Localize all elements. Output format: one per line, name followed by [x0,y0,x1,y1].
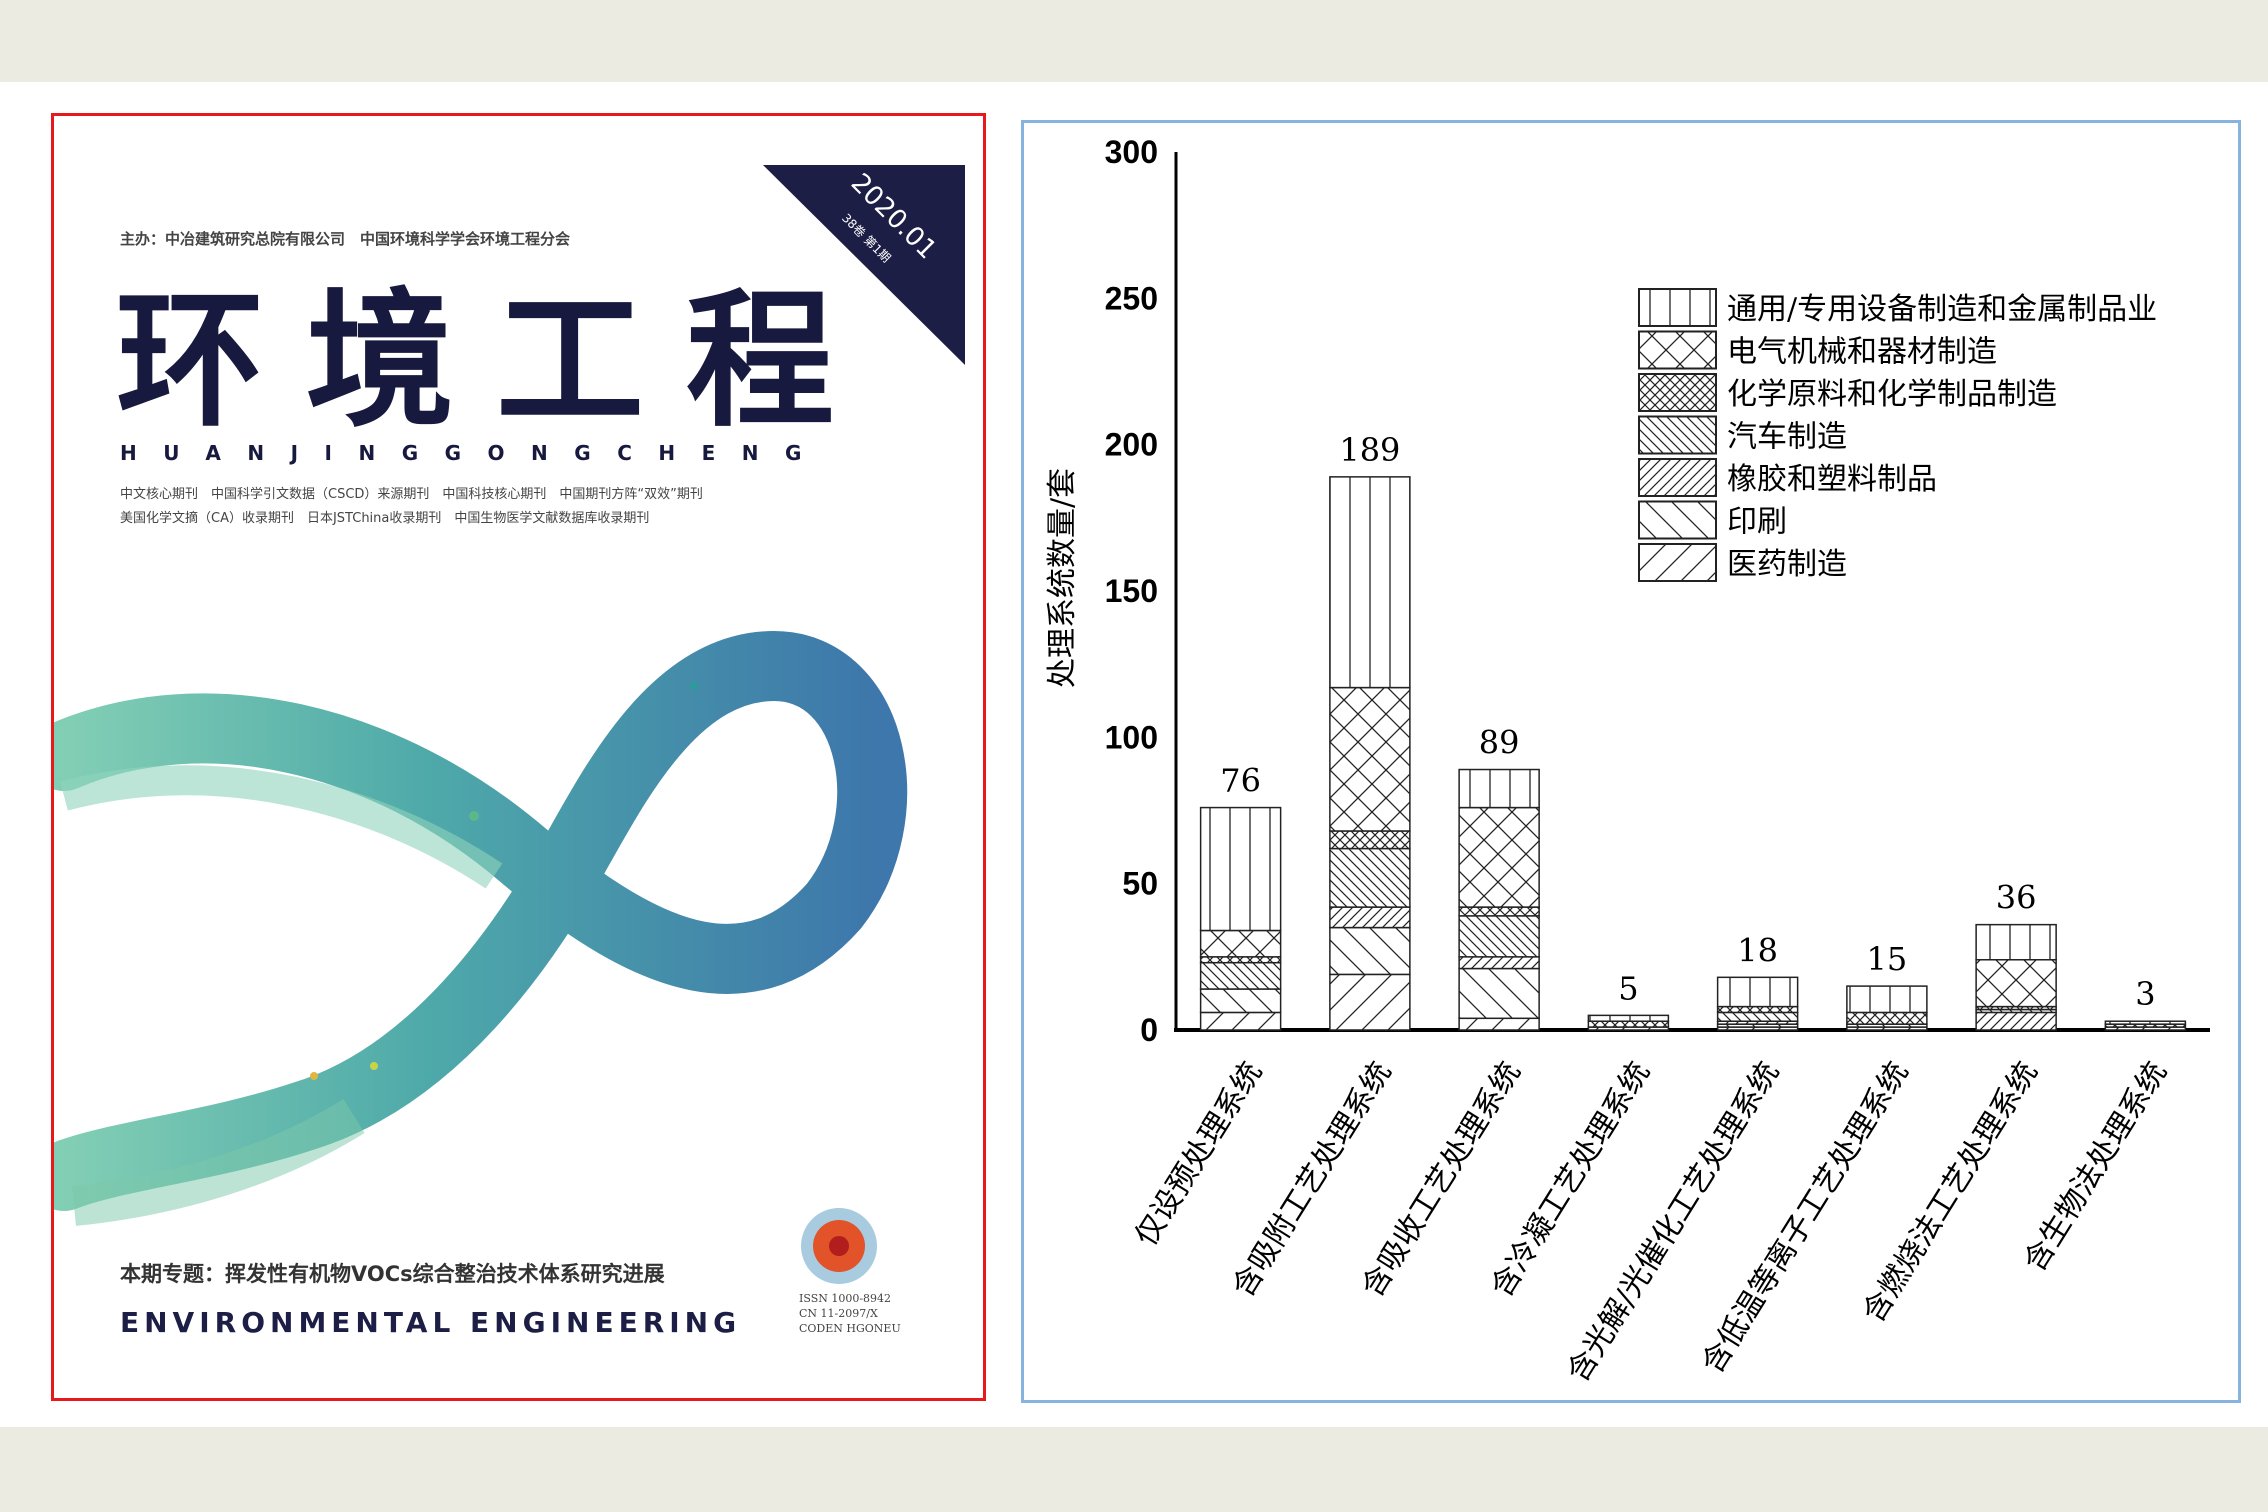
bar-segment [1458,906,1540,917]
legend-label: 印刷 [1727,505,1787,540]
legend-swatch [1638,288,1717,327]
bar-segment [1329,476,1411,689]
legend-label: 化学原料和化学制品制造 [1727,377,2057,412]
legend-swatch [1638,458,1717,497]
cover-title: 环境工程 [116,275,876,447]
cn-number: CN 11-2097/X [799,1307,878,1320]
bar-segment [1846,1011,1928,1025]
bar-segment [1458,967,1540,1020]
bar-segment [1329,686,1411,832]
bar-total-label: 18 [1737,931,1778,969]
bar-segment [1199,929,1282,958]
x-tick-label: 含光解/光催化工艺处理系统 [1561,1056,1787,1388]
x-tick-label: 仅设预处理系统 [1128,1056,1269,1253]
bar-segment [1716,976,1799,1008]
bar-segment [1975,923,2057,961]
bar-segment [1458,768,1540,809]
legend-swatch [1638,500,1717,540]
y-tick-label: 300 [1105,134,1158,170]
legend-label: 通用/专用设备制造和金属制品业 [1727,292,2157,327]
bottom-band [0,1427,2268,1512]
legend-label: 汽车制造 [1727,420,1847,455]
legend-swatch [1638,373,1717,412]
bar-segment [1716,1005,1799,1014]
y-tick-label: 0 [1140,1012,1158,1048]
y-tick-label: 100 [1105,719,1158,755]
chart-panel [1021,120,2241,1403]
legend-swatch [1638,415,1717,455]
bar-segment [1199,806,1282,932]
bar-segment [1329,973,1411,1031]
cover-sponsor: 主办：中冶建筑研究总院有限公司 中国环境科学学会环境工程分会 [120,230,571,248]
bar-total-label: 15 [1867,940,1908,978]
legend-swatch [1638,330,1717,370]
legend-swatch [1638,543,1717,582]
bar-total-label: 36 [1996,879,2037,917]
bar-segment [1975,959,2057,1008]
bar-total-label: 76 [1220,762,1261,800]
bar-segment [1329,830,1411,850]
bar-segment [1458,1017,1540,1031]
bar-segment [1329,906,1411,929]
bar-segment [1716,1011,1799,1022]
issn: ISSN 1000-8942 [799,1292,892,1305]
bar-segment [1199,961,1282,990]
bar-segment [1587,1014,1670,1022]
bar-segment [1458,806,1540,908]
y-tick-label: 250 [1105,280,1158,316]
bar-total-label: 89 [1479,724,1520,762]
coden: CODEN HGONEU [799,1322,901,1335]
bar-segment [1329,847,1411,908]
bar-segment [1329,926,1411,976]
index-line-2: 美国化学文摘（CA）收录期刊 日本JSTChina收录期刊 中国生物医学文献数据… [120,511,650,526]
bar-total-label: 189 [1339,431,1400,469]
bar-total-label: 5 [1618,969,1638,1007]
bar-segment [1587,1020,1670,1028]
bar-segment [1458,915,1540,958]
bar-segment [1199,956,1282,964]
y-tick-label: 200 [1105,427,1158,463]
legend-label: 医药制造 [1727,547,1847,582]
issn-block: ISSN 1000-8942 CN 11-2097/X CODEN HGONEU [799,1291,901,1336]
bar-segment [2104,1020,2187,1025]
bar-segment [1846,985,1928,1014]
legend-label: 橡胶和塑料制品 [1727,462,1937,497]
infinity-swirl-artwork [54,630,908,1226]
y-tick-label: 50 [1122,866,1158,902]
journal-cover: 主办：中冶建筑研究总院有限公司 中国环境科学学会环境工程分会 2020.01 3… [51,113,986,1401]
y-tick-label: 150 [1105,573,1158,609]
bar-segment [1458,956,1540,970]
y-axis-label: 处理系统数量/套 [1045,468,1080,688]
bar-total-label: 3 [2135,975,2155,1013]
bar-segment [1975,1011,2057,1031]
english-title: ENVIRONMENTAL ENGINEERING [120,1306,742,1339]
top-band [0,0,2268,82]
issue-topic: 本期专题：挥发性有机物VOCs综合整治技术体系研究进展 [120,1262,665,1286]
bar-segment [1199,1011,1282,1031]
bar-segment [1199,988,1282,1014]
x-tick-label: 含生物法处理系统 [2017,1056,2174,1278]
index-line-1: 中文核心期刊 中国科学引文数据（CSCD）来源期刊 中国科技核心期刊 中国期刊方… [120,487,703,502]
issue-corner-triangle [763,165,965,365]
legend-label: 电气机械和器材制造 [1727,335,1997,370]
society-logo [801,1208,877,1284]
cover-pinyin: HUANJINGGONGCHENG [120,441,828,465]
